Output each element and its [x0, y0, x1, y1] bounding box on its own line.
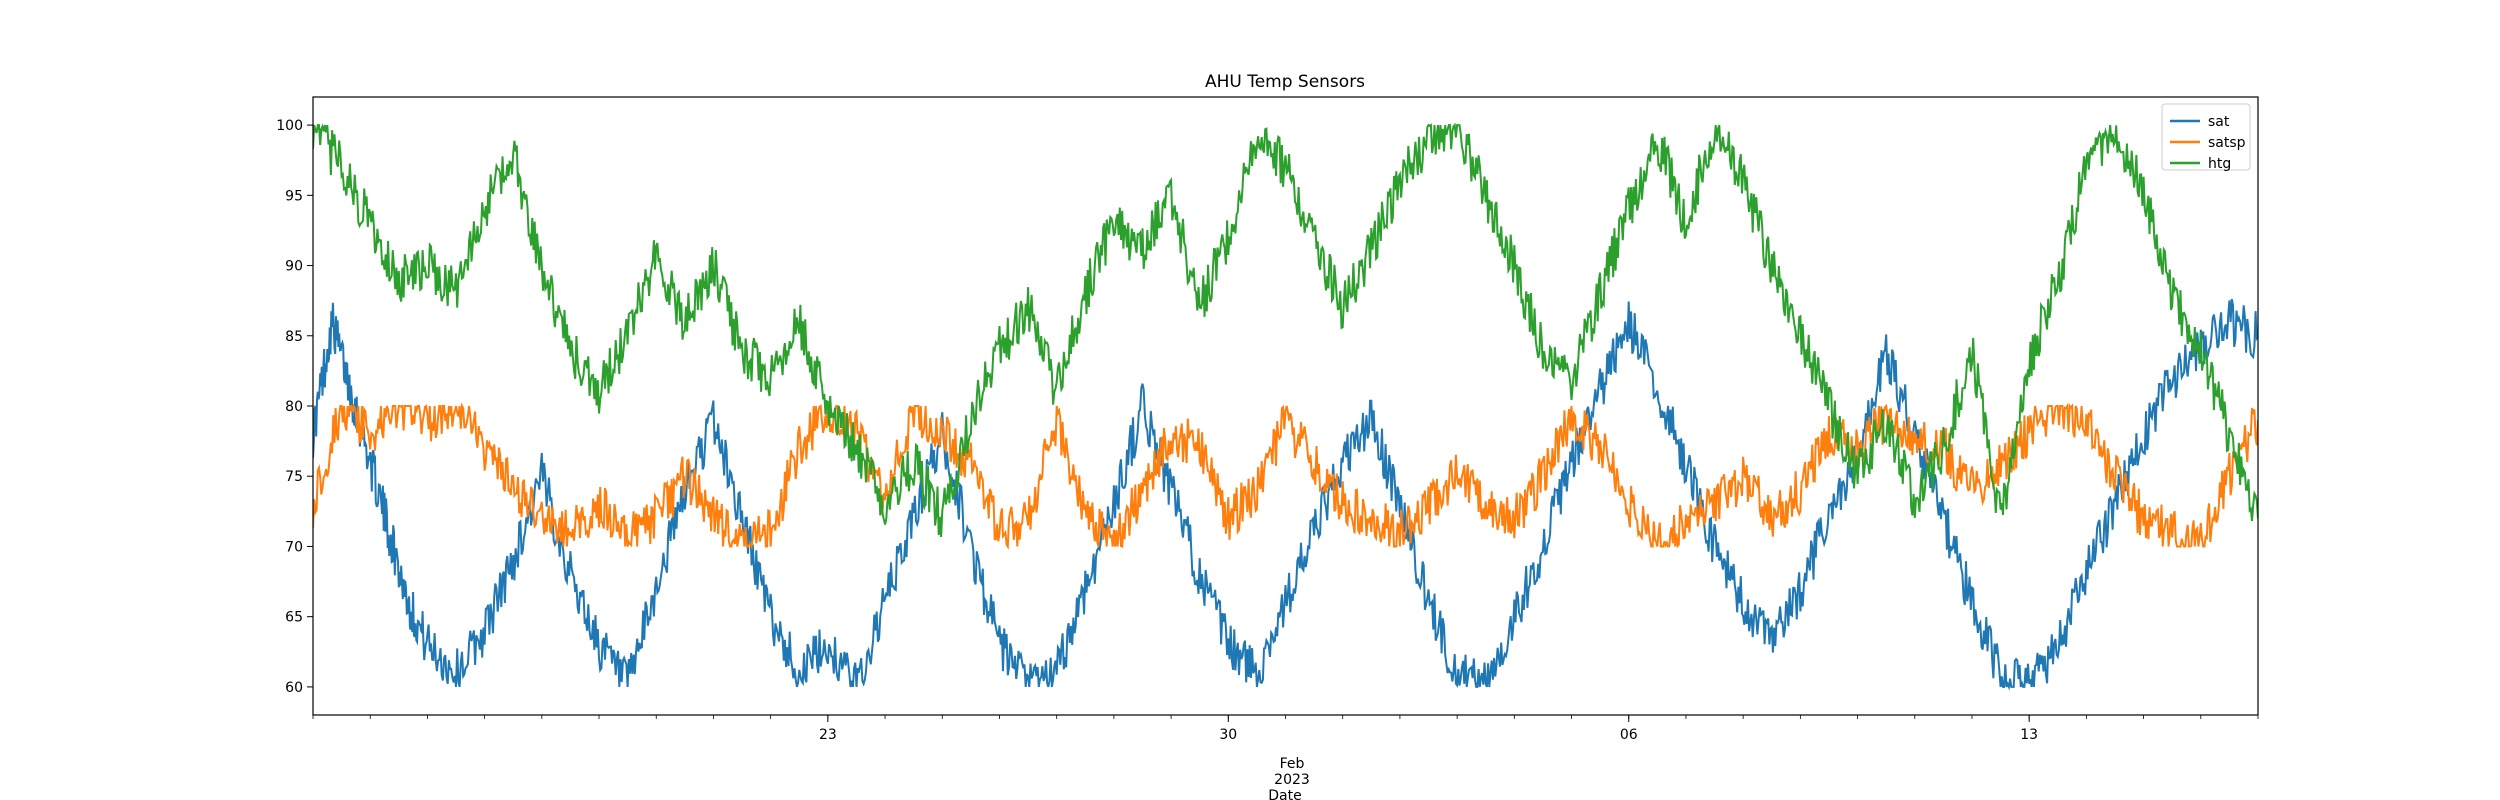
y-tick-label: 90: [285, 259, 303, 275]
series-layer: [313, 122, 2258, 691]
x-axis: 23 30 06 13: [312, 715, 2259, 743]
y-tick-label: 65: [285, 610, 303, 626]
y-tick-label: 100: [276, 118, 303, 134]
x-tick-label: 13: [2020, 727, 2038, 743]
legend-label-htg: htg: [2208, 156, 2231, 172]
y-tick-label: 70: [285, 539, 303, 555]
x-tick-label: 23: [819, 727, 837, 743]
y-tick-label: 75: [285, 469, 303, 485]
y-tick-label: 85: [285, 329, 303, 345]
series-line-htg: [313, 122, 2258, 537]
x-axis-year-label: 2023: [1274, 772, 1310, 788]
y-axis: 60 65 70 75 80 85 90 95 100: [276, 118, 313, 696]
series-line-sat: [313, 298, 2258, 691]
legend-label-sat: sat: [2208, 114, 2230, 130]
x-tick-label: 30: [1219, 727, 1237, 743]
y-tick-label: 80: [285, 399, 303, 415]
chart-title: AHU Temp Sensors: [1205, 72, 1365, 92]
x-tick-label: 06: [1620, 727, 1638, 743]
y-tick-label: 95: [285, 188, 303, 204]
x-axis-label: Date: [1268, 788, 1301, 800]
y-tick-label: 60: [285, 680, 303, 696]
legend: sat satsp htg: [2161, 103, 2251, 172]
x-axis-month-label: Feb: [1280, 756, 1305, 772]
legend-label-satsp: satsp: [2208, 135, 2246, 151]
